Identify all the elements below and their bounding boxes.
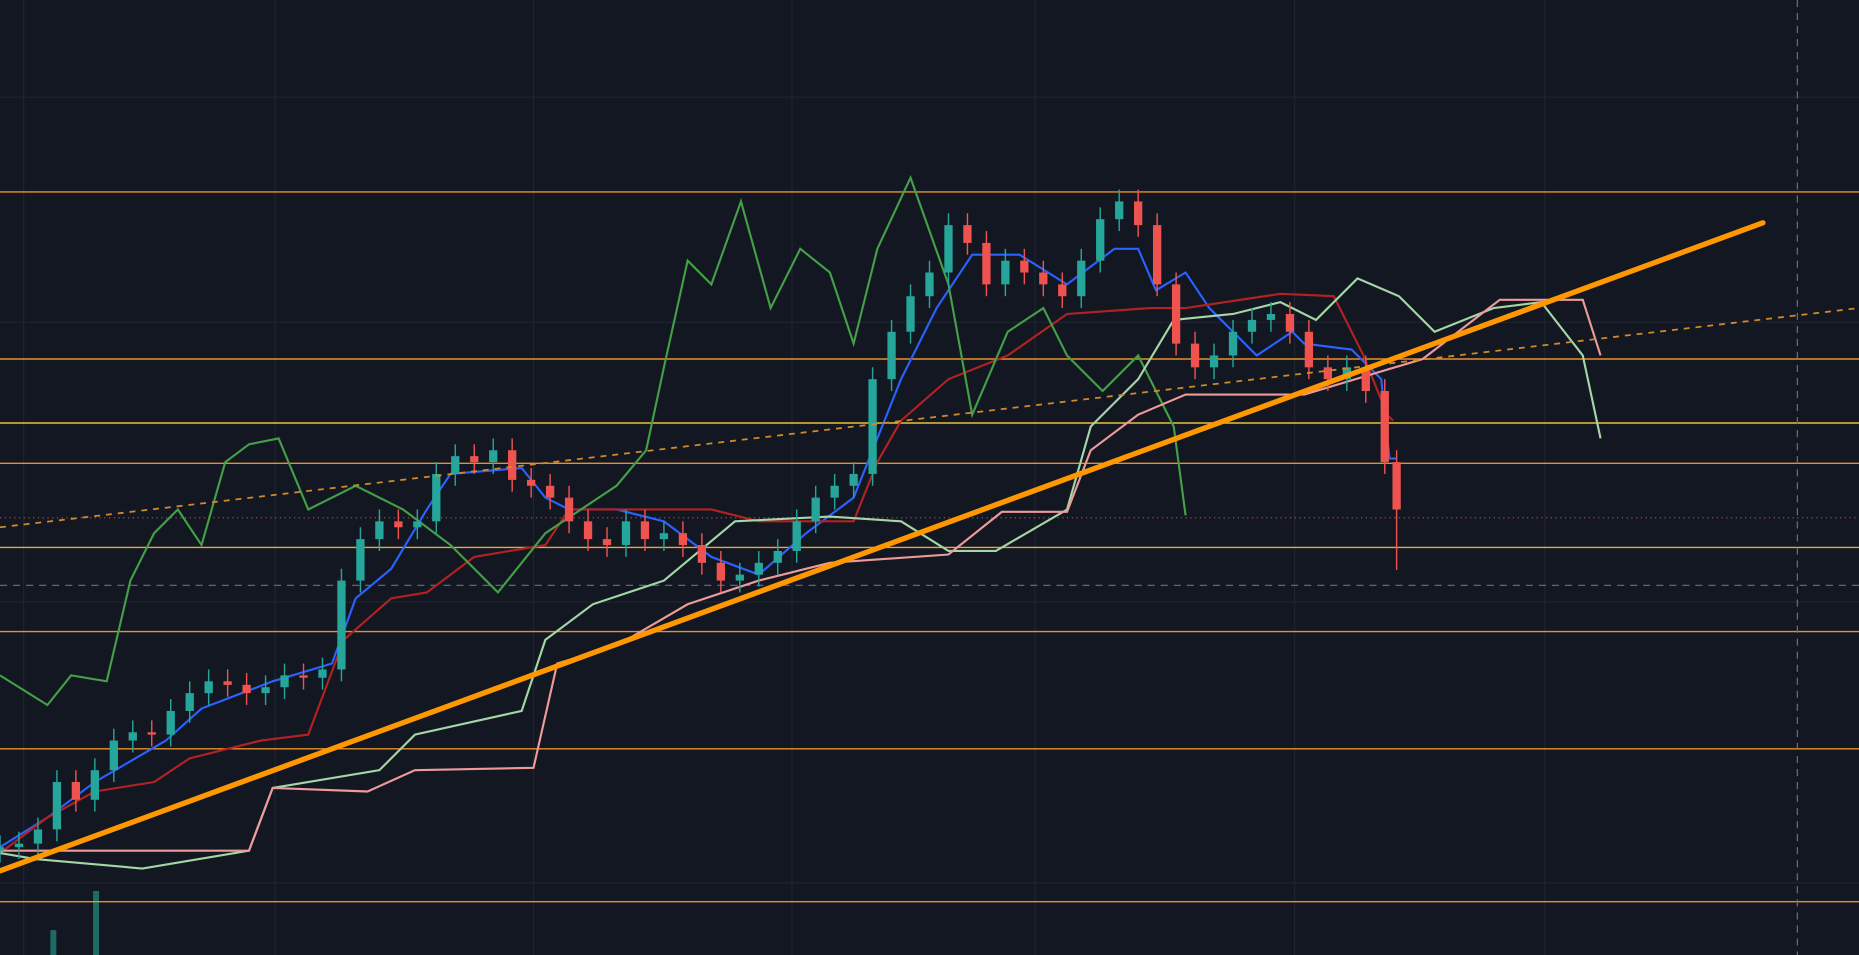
candle-body <box>1039 272 1048 285</box>
candle-body <box>1152 225 1162 285</box>
candle-body <box>1096 219 1105 261</box>
indicator-line <box>0 277 1602 870</box>
candle-body <box>394 521 403 528</box>
candle-body <box>356 539 365 581</box>
candle-body <box>451 456 460 474</box>
candle-body <box>166 710 175 735</box>
candle-body <box>147 732 156 735</box>
candle-body <box>1323 367 1333 380</box>
candle-body <box>811 497 820 522</box>
trend-line <box>0 220 1766 874</box>
candle-body <box>1190 343 1200 368</box>
volume-bar <box>50 930 57 955</box>
candle-body <box>1247 319 1257 332</box>
candle-body <box>1115 201 1124 220</box>
candle-body <box>1171 284 1181 344</box>
candle-body <box>830 485 839 498</box>
candle-body <box>52 782 62 830</box>
candle-body <box>773 550 782 563</box>
dashed-trend-line <box>0 307 1859 529</box>
candle-body <box>868 379 877 474</box>
candle-body <box>1077 260 1086 297</box>
candle-body <box>963 225 972 243</box>
candle-body <box>0 847 5 851</box>
candle-body <box>640 521 650 540</box>
candle-body <box>564 497 574 522</box>
candle-body <box>754 562 763 575</box>
candle-body <box>526 479 536 486</box>
candle-body <box>583 521 593 540</box>
candle-body <box>925 272 934 297</box>
candle-body <box>1380 391 1389 463</box>
candle-body <box>1304 331 1314 368</box>
candle-body <box>982 242 991 285</box>
candle-body <box>1209 355 1219 368</box>
candle-body <box>1228 331 1238 356</box>
candle-body <box>109 740 118 771</box>
candle-body <box>545 485 555 498</box>
candle-body <box>71 782 81 800</box>
candle-body <box>602 539 612 546</box>
candle-body <box>906 296 915 332</box>
candle-body <box>792 521 801 551</box>
indicator-line <box>0 292 1394 854</box>
candle-body <box>621 521 631 546</box>
candle-body <box>697 545 707 563</box>
candle-body <box>1285 313 1295 332</box>
candle-body <box>849 473 858 486</box>
candle-body <box>470 456 479 463</box>
candle-body <box>261 687 270 694</box>
candle-body <box>1001 260 1010 285</box>
candle-body <box>128 732 137 741</box>
indicator-line <box>0 174 1187 707</box>
candle-body <box>413 521 422 528</box>
candle-body <box>659 533 669 540</box>
candle-body <box>489 450 498 463</box>
candle-body <box>735 574 744 581</box>
candle-body <box>318 669 327 678</box>
candle-body <box>1361 367 1370 392</box>
candle-body <box>375 521 384 540</box>
candle-body <box>716 562 725 581</box>
candle-body <box>33 829 43 844</box>
candle-body <box>14 843 24 848</box>
candle-body <box>280 675 289 688</box>
candle-body <box>678 533 688 546</box>
candle-body <box>432 473 441 522</box>
candle-body <box>508 450 517 480</box>
candle-body <box>90 770 99 800</box>
indicator-line <box>0 247 1397 849</box>
volume-bar <box>93 891 99 955</box>
candle-body <box>1266 313 1276 320</box>
candle-body <box>337 580 346 670</box>
candle-body <box>299 675 308 678</box>
candle-body <box>1058 284 1067 297</box>
candle-body <box>185 693 194 711</box>
candle-body <box>1134 201 1143 226</box>
candle-body <box>223 681 232 685</box>
candle-body <box>887 331 896 380</box>
candle-body <box>204 681 213 694</box>
candle-body <box>944 225 953 273</box>
candle-body <box>1020 260 1029 273</box>
candle-body <box>242 684 251 694</box>
candle-body <box>1392 462 1401 510</box>
